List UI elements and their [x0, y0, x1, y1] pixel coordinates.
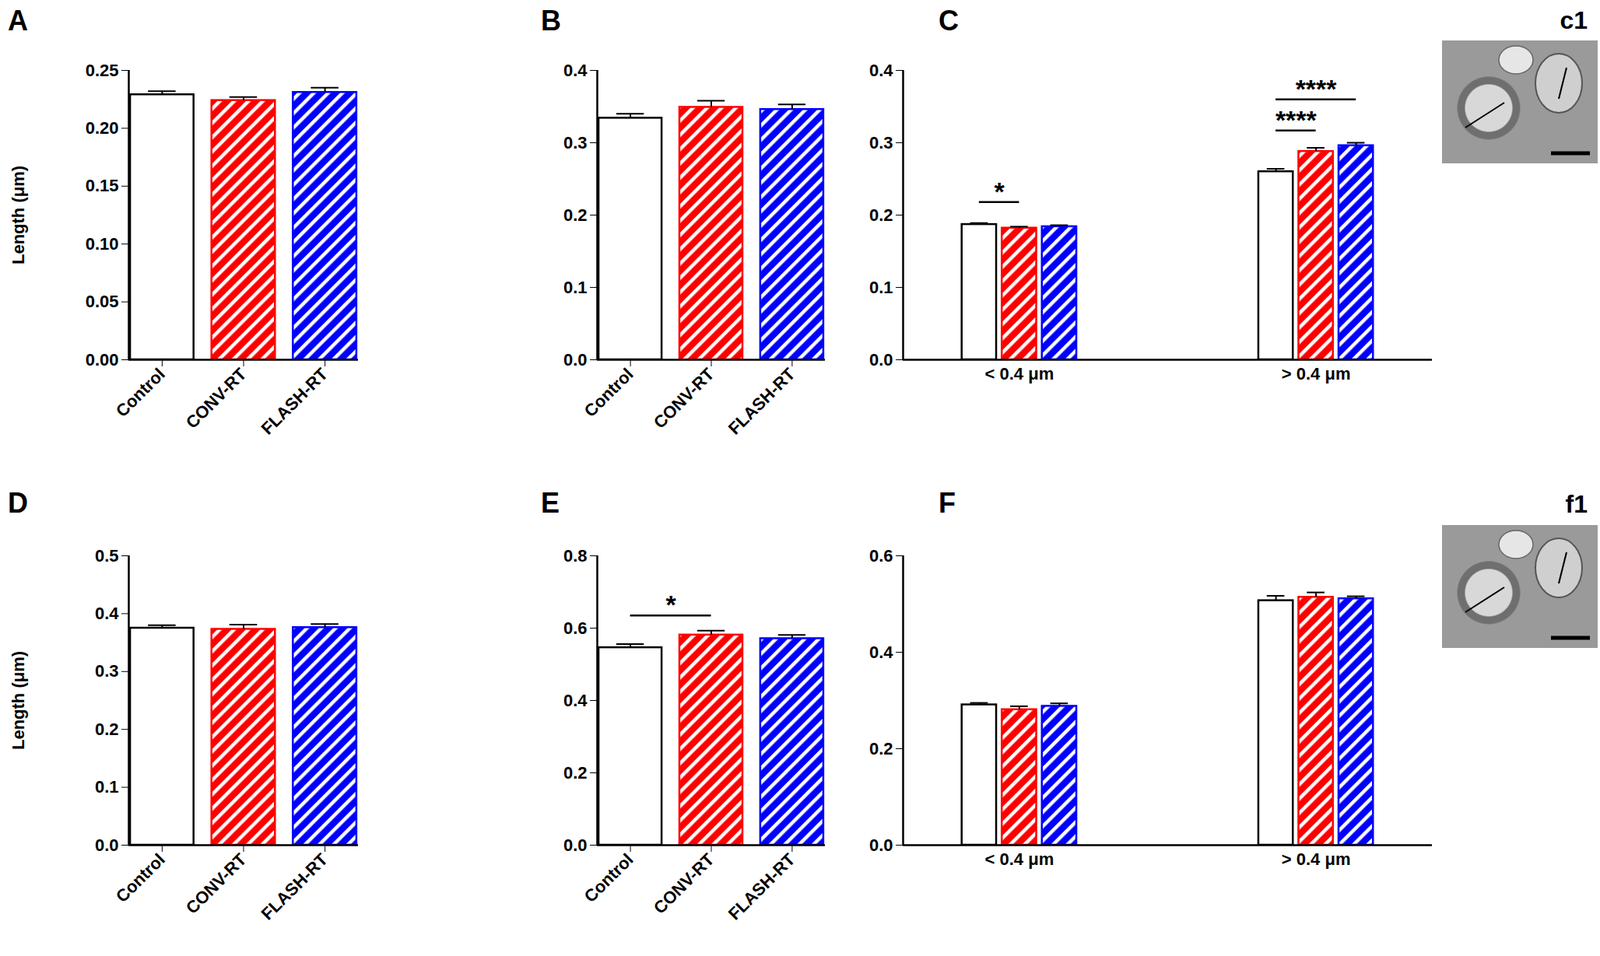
- svg-text:0.1: 0.1: [94, 777, 120, 797]
- svg-text:0.05: 0.05: [85, 291, 120, 312]
- svg-text:> 0.4 μm: > 0.4 μm: [1281, 849, 1351, 870]
- svg-text:0.3: 0.3: [563, 133, 588, 153]
- svg-text:FLASH-RT: FLASH-RT: [724, 364, 800, 439]
- svg-text:0.2: 0.2: [94, 719, 120, 740]
- svg-text:0.0: 0.0: [869, 835, 894, 856]
- svg-text:0.4: 0.4: [869, 642, 894, 663]
- svg-text:Control: Control: [112, 849, 169, 907]
- svg-text:Control: Control: [580, 364, 638, 422]
- svg-text:FLASH-RT: FLASH-RT: [257, 364, 333, 439]
- svg-text:0.4: 0.4: [94, 603, 120, 624]
- svg-text:0.6: 0.6: [563, 618, 588, 639]
- html-text:c1: c1: [1559, 6, 1588, 35]
- svg-text:0.6: 0.6: [869, 546, 894, 566]
- html-text:C: C: [938, 4, 959, 37]
- svg-text:0.2: 0.2: [563, 763, 588, 783]
- svg-text:0.4: 0.4: [563, 60, 588, 81]
- svg-text:0.0: 0.0: [563, 350, 588, 370]
- svg-text:< 0.4 μm: < 0.4 μm: [985, 364, 1055, 384]
- svg-text:0.0: 0.0: [563, 835, 588, 856]
- svg-text:*: *: [994, 176, 1006, 207]
- html-text:E: E: [540, 487, 560, 520]
- html-text:D: D: [7, 487, 29, 520]
- svg-text:0.2: 0.2: [563, 205, 588, 225]
- svg-text:0.8: 0.8: [563, 546, 588, 566]
- svg-text:0.0: 0.0: [869, 350, 894, 370]
- svg-text:****: ****: [1295, 73, 1338, 104]
- svg-text:0.15: 0.15: [85, 175, 120, 196]
- svg-text:CONV-RT: CONV-RT: [649, 849, 719, 919]
- svg-text:0.1: 0.1: [869, 277, 894, 298]
- html-text:F: F: [938, 487, 956, 520]
- svg-text:Length (μm): Length (μm): [8, 165, 29, 265]
- html-text:B: B: [540, 4, 562, 37]
- svg-text:0.10: 0.10: [85, 234, 120, 254]
- svg-text:> 0.4 μm: > 0.4 μm: [1281, 364, 1351, 384]
- svg-text:0.2: 0.2: [869, 205, 894, 225]
- svg-text:CONV-RT: CONV-RT: [649, 364, 719, 433]
- svg-text:FLASH-RT: FLASH-RT: [257, 849, 333, 925]
- svg-text:0.3: 0.3: [869, 133, 894, 153]
- svg-text:Control: Control: [580, 849, 638, 907]
- svg-text:CONV-RT: CONV-RT: [182, 849, 251, 919]
- html-text:f1: f1: [1565, 490, 1588, 519]
- svg-text:0.20: 0.20: [85, 118, 120, 138]
- svg-text:0.25: 0.25: [85, 60, 120, 81]
- svg-text:Control: Control: [112, 364, 169, 422]
- svg-text:CONV-RT: CONV-RT: [182, 364, 251, 433]
- svg-text:0.5: 0.5: [94, 546, 120, 566]
- svg-text:< 0.4 μm: < 0.4 μm: [985, 849, 1055, 870]
- svg-text:0.4: 0.4: [869, 60, 894, 81]
- svg-text:0.2: 0.2: [869, 739, 894, 759]
- svg-text:Length (μm): Length (μm): [8, 651, 29, 751]
- svg-text:****: ****: [1275, 105, 1318, 135]
- svg-text:0.1: 0.1: [563, 277, 588, 298]
- svg-text:0.0: 0.0: [94, 835, 120, 856]
- svg-text:0.00: 0.00: [85, 350, 120, 370]
- svg-text:0.3: 0.3: [94, 661, 120, 681]
- svg-text:FLASH-RT: FLASH-RT: [724, 849, 800, 925]
- html-text:A: A: [7, 4, 29, 37]
- svg-text:0.4: 0.4: [563, 691, 588, 711]
- svg-text:*: *: [665, 589, 677, 620]
